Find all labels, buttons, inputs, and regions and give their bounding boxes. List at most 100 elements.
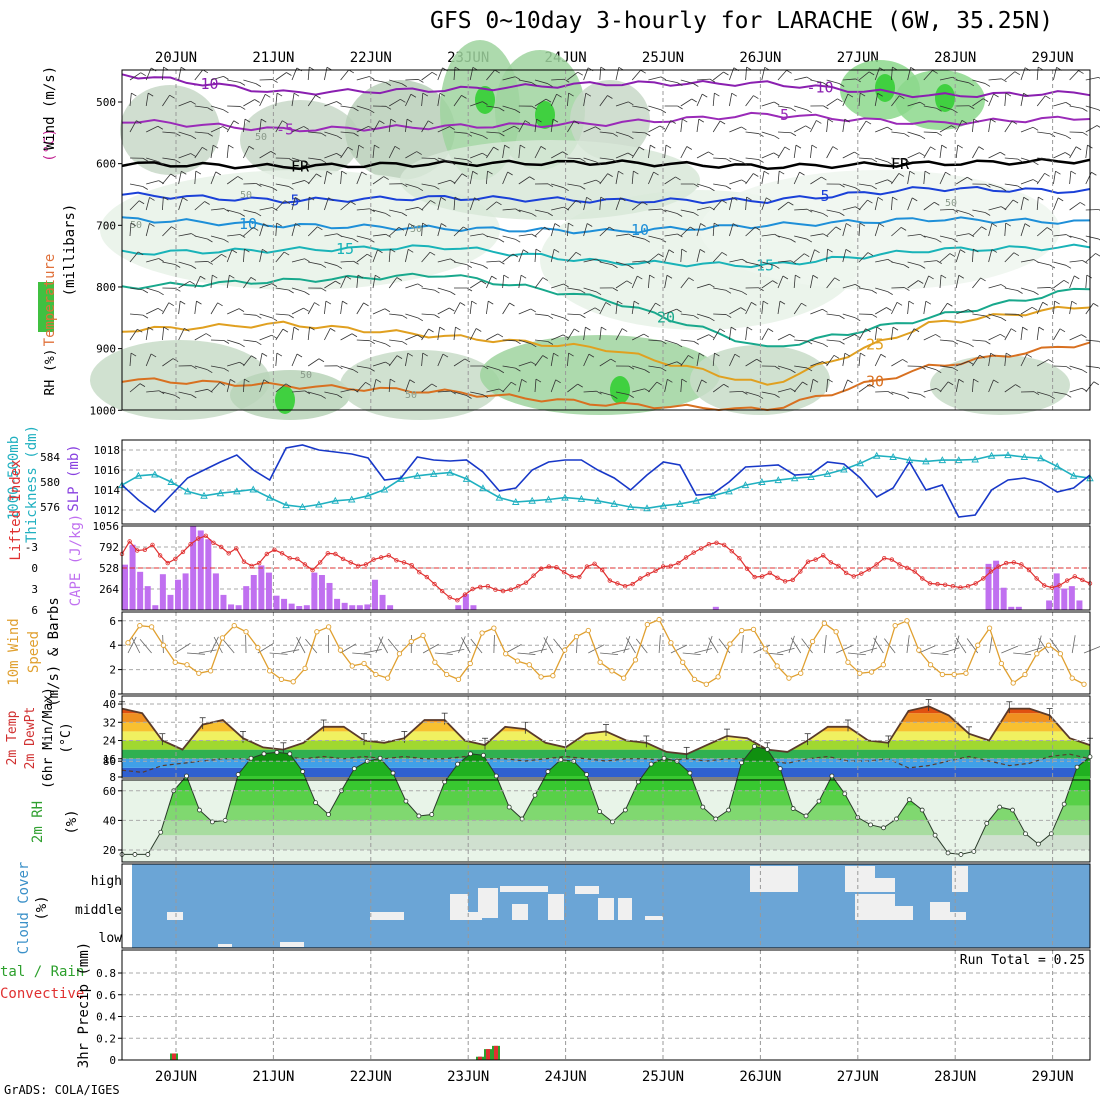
wind-barb (939, 145, 943, 159)
wind-barb-flag (1005, 92, 1012, 97)
rh-frame (121, 779, 1091, 863)
wind-barb (210, 208, 224, 211)
lifted-index-marker (493, 587, 498, 592)
wind-barb-flag (1070, 170, 1077, 175)
wind-barb (761, 131, 775, 137)
wind-barb-flag (498, 238, 505, 243)
wind-barb-flag (1093, 381, 1099, 386)
wind-barb-flag (369, 208, 375, 213)
wind-barb (729, 197, 733, 211)
rh-tick-label: 20 (103, 844, 116, 857)
thickness-line-marker (1020, 453, 1029, 460)
cloud-cell (598, 898, 614, 920)
thickness-line-marker (938, 456, 947, 464)
slp-tick-label: 1012 (94, 504, 121, 517)
thickness-line-marker (331, 496, 340, 504)
thickness-line-marker (429, 469, 438, 477)
cloud-unit-label: (%) (34, 895, 50, 920)
cloud-cell (645, 916, 663, 920)
surface-wind-barb (670, 644, 688, 654)
wind-barb-flag (887, 391, 894, 395)
wind-barb (923, 275, 929, 289)
wind-barb (453, 302, 461, 315)
wind-barb (194, 388, 208, 393)
lifted-index-marker (333, 551, 338, 557)
cape-bar (144, 586, 151, 610)
date-label-bottom: 26JUN (739, 1069, 781, 1085)
wind-barb (437, 197, 442, 211)
wind-barb (567, 383, 578, 393)
temperature-label: Temperature (42, 254, 58, 347)
wind-barb (680, 98, 692, 107)
wind-barb-flag (961, 120, 968, 124)
wind-barb-flag (1011, 120, 1018, 125)
lifted-index-marker (394, 558, 399, 563)
wind-barb-flag (968, 309, 974, 313)
wind-barb-flag (732, 196, 738, 201)
wind-barb (794, 105, 807, 111)
wind-barb-flag (754, 226, 761, 231)
wind-barb (194, 276, 201, 289)
wind-barb (146, 307, 159, 315)
wind-barb (777, 260, 791, 263)
cape-bar (235, 605, 242, 610)
wind-barb (291, 353, 298, 367)
slp-label: SLP (mb) (66, 444, 82, 511)
wind-barb (324, 261, 338, 266)
rh-marker (493, 773, 499, 779)
wind-barb-flag (925, 300, 932, 305)
wind-barb (988, 119, 991, 133)
wind-barb (243, 119, 246, 133)
lifted-index-marker (927, 581, 933, 586)
wind-barb-flag (947, 302, 953, 307)
wind-barb-flag (945, 171, 951, 176)
wind-speed-marker (750, 626, 757, 632)
wind-barb (1004, 71, 1016, 81)
wind-barb-flag (585, 92, 592, 97)
isotherm-label: -5 (276, 121, 294, 139)
isotherm-line (121, 305, 1091, 386)
wind-barb-flag (315, 94, 321, 99)
isotherm-label: -10 (191, 75, 218, 93)
wind-barb (712, 71, 724, 81)
wind-barb-flag (1049, 395, 1055, 400)
lifted-index-marker (165, 560, 170, 566)
wind-barb (550, 353, 554, 367)
wind-barb-flag (714, 92, 720, 97)
wind-barb (680, 249, 683, 263)
lifted-index-marker (371, 557, 376, 562)
rh-band (122, 820, 1090, 836)
wind-barb (696, 151, 709, 159)
wind-barb (470, 131, 483, 137)
wind-barb (615, 101, 629, 107)
wind-barb (405, 206, 419, 211)
wind-barb (518, 339, 532, 345)
wind-barb-flag (834, 277, 840, 282)
rh-marker (622, 807, 628, 813)
wind-barb (340, 388, 354, 393)
rh-marker (145, 852, 151, 857)
wind-barb (664, 275, 668, 289)
wind-barb (761, 67, 766, 81)
wind-barb (810, 79, 824, 84)
wind-barb-flag (239, 82, 246, 86)
wind-barb-flag (272, 207, 278, 211)
wind-barb (518, 249, 524, 263)
wind-barb-flag (256, 314, 262, 319)
wind-barb-flag (788, 201, 794, 206)
wind-barb-flag (408, 223, 415, 227)
lifted-index-marker (798, 569, 803, 574)
thickness-unit-label: Thickness (dm) (24, 425, 40, 543)
wind-speed-marker (857, 670, 863, 676)
thickness-line-marker (216, 489, 225, 497)
lifted-index-marker (836, 563, 841, 569)
wind-barb (631, 201, 643, 211)
wind-barb (939, 208, 954, 211)
wind-barb (307, 95, 316, 107)
wind-barb-flag (190, 153, 197, 157)
thickness-line-marker (610, 499, 618, 507)
wind-barb (729, 126, 742, 133)
wind-barb (712, 353, 715, 367)
surface-wind-barb (493, 634, 495, 654)
cloud-cell (218, 944, 232, 947)
